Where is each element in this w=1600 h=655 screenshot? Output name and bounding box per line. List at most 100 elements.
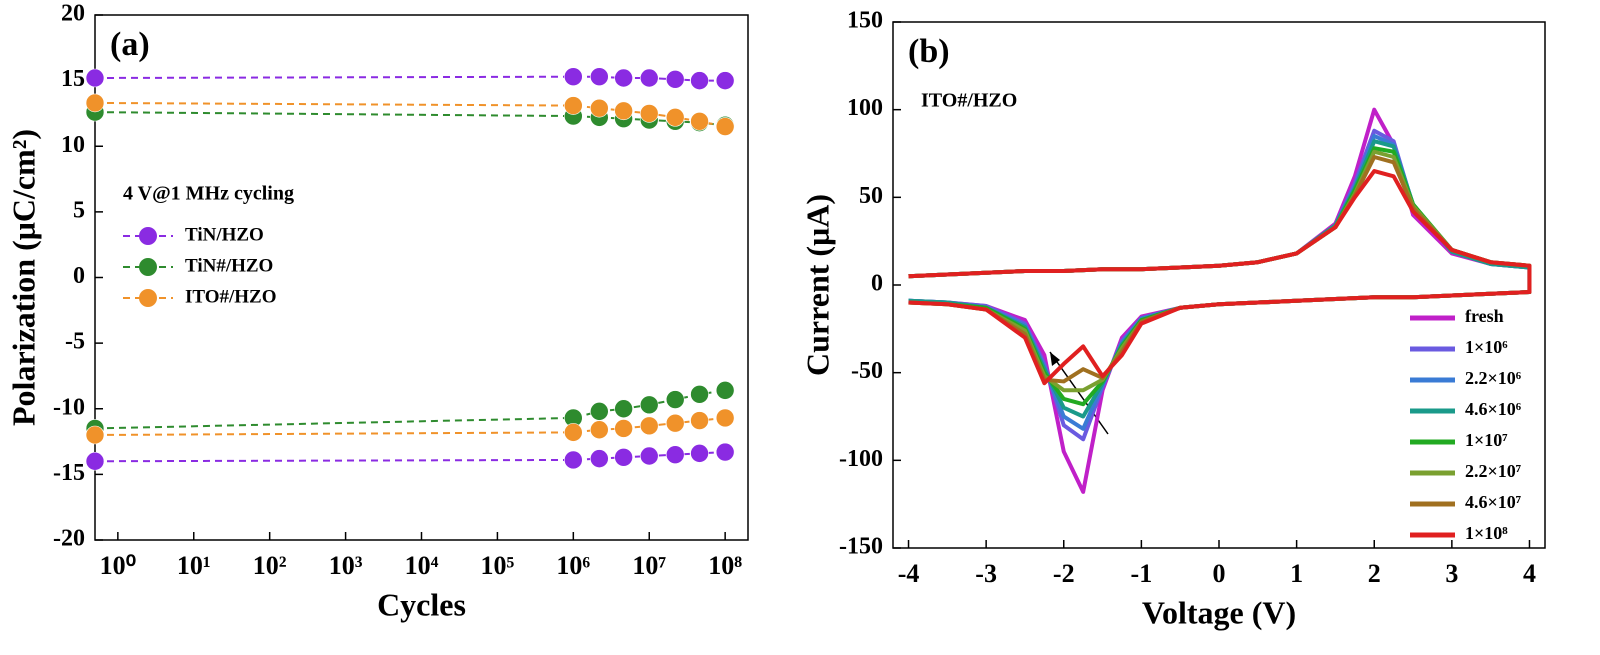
legend-label: 2.2×10⁶ xyxy=(1465,368,1522,388)
y-tick-label: 15 xyxy=(61,66,85,92)
y-tick-label: -50 xyxy=(851,358,883,384)
x-tick-label: 10⁸ xyxy=(708,551,742,580)
annotation-arrowhead xyxy=(1050,352,1060,366)
x-tick-label: 10⁷ xyxy=(632,551,666,580)
marker xyxy=(690,71,709,90)
marker xyxy=(590,420,609,440)
legend-label: 2.2×10⁷ xyxy=(1465,461,1522,481)
marker xyxy=(639,446,659,466)
marker xyxy=(85,425,105,445)
x-tick-label: 10⁴ xyxy=(405,551,439,580)
y-tick-label: -5 xyxy=(65,329,85,355)
legend-label: ITO#/HZO xyxy=(185,286,277,307)
x-tick-label: 10⁶ xyxy=(556,551,590,580)
x-tick-label: 0 xyxy=(1213,559,1226,588)
panel-label: (a) xyxy=(110,26,150,63)
y-tick-label: 0 xyxy=(871,271,883,297)
y-tick-label: -15 xyxy=(53,460,85,486)
y-tick-label: 150 xyxy=(847,8,883,34)
marker xyxy=(715,442,735,462)
marker xyxy=(614,399,633,419)
marker xyxy=(690,385,709,404)
marker xyxy=(590,67,609,86)
panel-label: (b) xyxy=(908,33,950,70)
marker xyxy=(564,450,583,470)
legend-marker xyxy=(139,258,157,276)
loop-line xyxy=(908,169,1532,386)
x-tick-label: 10⁵ xyxy=(481,551,515,580)
x-axis-title: Cycles xyxy=(377,586,466,622)
marker xyxy=(715,408,735,428)
x-tick-label: 10² xyxy=(253,551,287,580)
marker xyxy=(715,117,735,136)
marker xyxy=(665,70,685,89)
y-tick-label: -100 xyxy=(839,446,883,472)
loop-line xyxy=(908,128,1532,442)
x-tick-label: 3 xyxy=(1445,559,1458,588)
marker xyxy=(614,419,633,438)
legend-label: fresh xyxy=(1465,306,1504,326)
marker xyxy=(665,390,685,409)
marker xyxy=(639,395,659,415)
legend-label: 4.6×10⁷ xyxy=(1465,492,1522,512)
marker xyxy=(639,416,659,436)
marker xyxy=(639,104,659,123)
y-axis-title: Current (μA) xyxy=(799,194,835,376)
y-tick-label: 0 xyxy=(73,263,85,289)
marker xyxy=(614,101,633,121)
annotation: 4 V@1 MHz cycling xyxy=(123,183,294,205)
marker xyxy=(665,108,685,127)
legend-label: 1×10⁶ xyxy=(1465,337,1508,357)
loop-line xyxy=(908,146,1532,407)
legend-label: TiN/HZO xyxy=(185,224,264,245)
x-axis-title: Voltage (V) xyxy=(1142,594,1296,630)
marker xyxy=(690,112,709,131)
legend-marker xyxy=(139,227,157,245)
marker xyxy=(590,402,609,421)
annotation: ITO#/HZO xyxy=(921,90,1017,112)
marker xyxy=(690,411,709,430)
marker xyxy=(590,98,609,118)
y-tick-label: -150 xyxy=(839,534,883,560)
marker xyxy=(85,93,105,113)
y-tick-label: -10 xyxy=(53,394,85,420)
marker xyxy=(564,423,583,442)
marker xyxy=(690,444,709,463)
marker xyxy=(564,96,583,115)
x-tick-label: 1 xyxy=(1290,559,1303,588)
y-tick-label: 10 xyxy=(61,132,85,158)
legend-label: 1×10⁸ xyxy=(1465,523,1508,543)
marker xyxy=(715,71,735,90)
x-tick-label: 10⁰ xyxy=(100,551,136,580)
marker xyxy=(715,381,735,400)
y-tick-label: -20 xyxy=(53,526,85,552)
y-tick-label: 5 xyxy=(73,197,85,223)
y-tick-label: 20 xyxy=(61,1,85,27)
marker xyxy=(639,68,659,88)
y-tick-label: 100 xyxy=(847,95,883,121)
loop-line xyxy=(908,107,1532,494)
marker xyxy=(85,451,105,471)
x-tick-label: -1 xyxy=(1131,559,1153,588)
marker xyxy=(564,67,583,86)
x-tick-label: 10¹ xyxy=(177,551,211,580)
marker xyxy=(665,413,685,433)
legend-label: 4.6×10⁶ xyxy=(1465,399,1522,419)
marker xyxy=(590,449,609,468)
marker xyxy=(665,445,685,464)
x-tick-label: -3 xyxy=(975,559,997,588)
x-tick-label: 10³ xyxy=(329,551,363,580)
x-tick-label: -2 xyxy=(1053,559,1075,588)
y-tick-label: 50 xyxy=(859,183,883,209)
marker xyxy=(614,68,633,88)
marker xyxy=(614,448,633,467)
x-tick-label: 2 xyxy=(1368,559,1381,588)
loop-line xyxy=(908,139,1532,419)
marker xyxy=(85,68,105,88)
y-axis-title: Polarization (μC/cm²) xyxy=(5,129,41,426)
x-tick-label: 4 xyxy=(1523,559,1536,588)
legend-label: TiN#/HZO xyxy=(185,255,273,276)
legend-label: 1×10⁷ xyxy=(1465,430,1508,450)
loop-line xyxy=(908,133,1532,431)
